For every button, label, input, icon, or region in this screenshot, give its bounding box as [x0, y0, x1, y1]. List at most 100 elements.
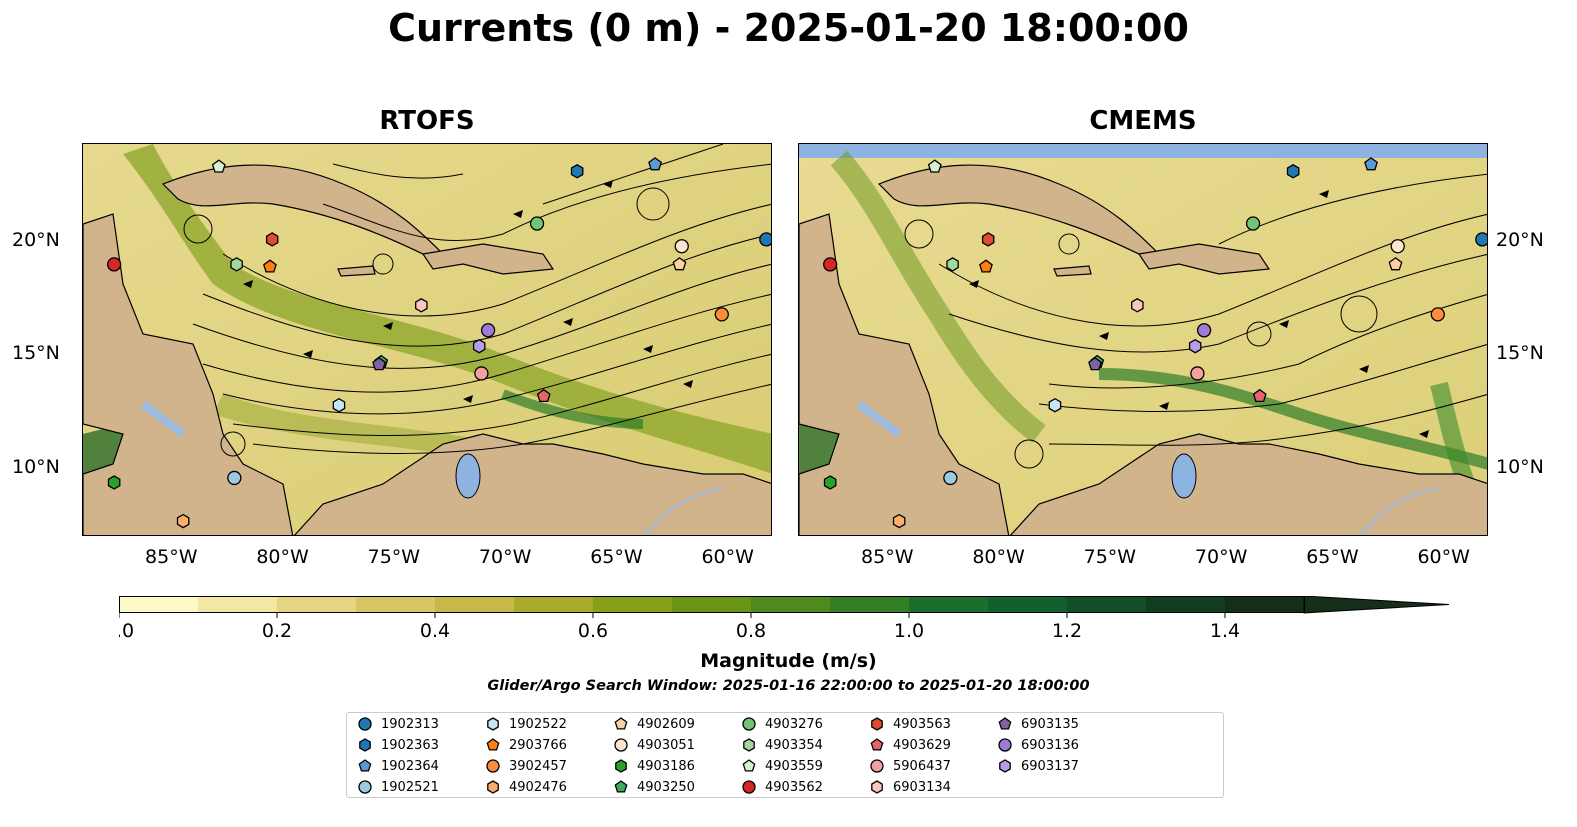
legend-item-label: 6903134 — [893, 779, 951, 795]
circle-marker-icon — [486, 759, 500, 773]
pentagon-marker-icon — [614, 717, 628, 730]
colorbar-outline — [119, 596, 1305, 613]
pentagon-marker-icon — [614, 780, 628, 793]
south-america-land — [294, 433, 771, 535]
current-band — [830, 150, 1046, 443]
float-marker-6903136 — [1196, 323, 1212, 338]
float-marker-4903559 — [211, 159, 226, 173]
rtofs-map-panel[interactable] — [82, 143, 772, 536]
float-markers — [107, 157, 771, 529]
legend-item: 1902364 — [357, 758, 439, 774]
float-marker-4903276 — [529, 216, 545, 231]
float-marker-1902522 — [1048, 397, 1062, 413]
circle-marker-icon — [742, 717, 756, 731]
colorbar-bin — [1146, 596, 1226, 613]
x-tick-label: 70°W — [478, 546, 532, 568]
x-tick-label: 85°W — [861, 546, 914, 568]
float-marker-4902609 — [672, 257, 687, 271]
float-marker-4903354 — [946, 257, 959, 272]
colorbar-tick-label: 1.4 — [1210, 620, 1240, 642]
legend-item-label: 5906437 — [893, 758, 951, 774]
y-tick-label: 10°N — [1496, 455, 1544, 478]
x-tick-label: 60°W — [1417, 546, 1470, 568]
hexagon-marker-icon — [359, 738, 371, 752]
legend-item-label: 6903136 — [1021, 737, 1079, 753]
float-marker-2903766 — [263, 259, 277, 273]
colorbar-bin — [198, 596, 278, 613]
legend-item-label: 1902522 — [509, 716, 567, 732]
legend-item: 4902609 — [613, 716, 695, 732]
jamaica-land — [1053, 265, 1092, 277]
pentagon-marker-icon — [998, 717, 1012, 730]
colorbar: 0.0 0.2 0.4 0.6 0.8 1.0 1.2 1.4 — [104, 595, 1454, 648]
float-marker-1902313 — [1475, 232, 1487, 247]
colorbar-bin — [1067, 596, 1147, 613]
legend-item-label: 4903559 — [765, 758, 823, 774]
hexagon-marker-icon — [487, 780, 499, 794]
y-tick-label: 10°N — [12, 455, 60, 478]
float-markers — [823, 157, 1487, 529]
legend-item-label: 4903629 — [893, 737, 951, 753]
streamlines — [183, 144, 771, 457]
legend-item: 4903051 — [613, 737, 695, 753]
legend-item: 4903186 — [613, 758, 695, 774]
x-tick-label: 60°W — [701, 546, 754, 568]
hexagon-marker-icon — [999, 759, 1011, 773]
legend-item-label: 4903186 — [637, 758, 695, 774]
float-marker-4902609 — [1388, 257, 1403, 271]
river — [1359, 488, 1440, 535]
float-marker-4903629 — [1252, 388, 1267, 403]
south-america-land — [1010, 433, 1487, 535]
cmems-map-canvas — [799, 144, 1487, 535]
colorbar-bin — [751, 596, 831, 613]
legend-item-label: 4903562 — [765, 779, 823, 795]
legend-item: 4903562 — [741, 779, 823, 795]
y-tick-label: 15°N — [1496, 342, 1544, 365]
float-marker-1902313 — [759, 232, 771, 247]
circle-marker-icon — [742, 780, 756, 794]
legend-item: 6903135 — [997, 716, 1079, 732]
float-marker-4903562 — [107, 257, 122, 272]
central-america-land — [799, 213, 1010, 535]
legend-item: 4903563 — [869, 716, 951, 732]
legend-item: 3902457 — [485, 758, 567, 774]
colorbar-svg: 0.0 0.2 0.4 0.6 0.8 1.0 1.2 1.4 — [104, 595, 1450, 642]
colorbar-bin — [356, 596, 436, 613]
float-marker-1902363 — [1286, 164, 1300, 179]
rtofs-map-canvas — [83, 144, 771, 535]
circle-marker-icon — [998, 738, 1012, 752]
legend-item-label: 4902476 — [509, 779, 567, 795]
float-marker-4903562 — [823, 257, 838, 272]
circle-marker-icon — [358, 717, 372, 731]
lake-nicaragua — [140, 400, 186, 438]
x-tick-label: 80°W — [256, 546, 309, 568]
float-marker-6903135 — [1088, 357, 1102, 371]
no-data-strip — [799, 144, 1487, 158]
rtofs-panel-title: RTOFS — [379, 106, 475, 136]
float-marker-1902522 — [332, 397, 346, 413]
legend-item-label: 1902363 — [381, 737, 439, 753]
float-legend: 1902313 1902363 1902364 1902521 1902522 29037… — [346, 712, 1224, 798]
current-band-south — [213, 394, 503, 464]
x-tick-label: 70°W — [1194, 546, 1248, 568]
hispaniola-land — [421, 243, 555, 275]
pentagon-marker-icon — [742, 759, 756, 772]
legend-item: 4903629 — [869, 737, 951, 753]
current-band — [123, 144, 771, 474]
search-window-text: Glider/Argo Search Window: 2025-01-16 22… — [487, 678, 1090, 694]
legend-item-label: 6903137 — [1021, 758, 1079, 774]
cmems-map-panel[interactable] — [798, 143, 1488, 536]
colorbar-label: Magnitude (m/s) — [700, 650, 877, 672]
pentagon-marker-icon — [870, 738, 884, 751]
streamline-arrows — [243, 180, 693, 403]
legend-item-label: 4903276 — [765, 716, 823, 732]
x-tick-label: 80°W — [972, 546, 1025, 568]
float-marker-4903051 — [674, 239, 689, 254]
river — [643, 488, 724, 535]
float-marker-1902364 — [648, 157, 662, 171]
lake-nicaragua — [856, 400, 902, 438]
float-marker-1902521 — [943, 470, 958, 486]
legend-item: 1902363 — [357, 737, 439, 753]
legend-item-label: 1902521 — [381, 779, 439, 795]
colorbar-bin — [277, 596, 357, 613]
